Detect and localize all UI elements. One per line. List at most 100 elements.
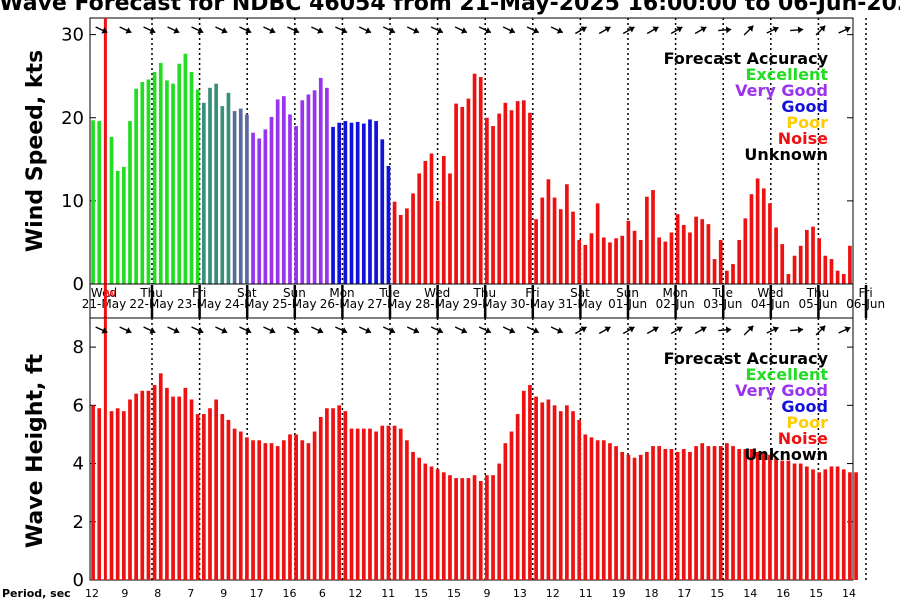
period-value: 15: [809, 587, 823, 600]
wind-legend-item: Unknown: [744, 145, 828, 164]
wind-bar: [146, 79, 151, 284]
wave-bar: [571, 411, 575, 580]
wave-bar: [540, 402, 545, 580]
wave-bar: [398, 428, 403, 580]
wave-ytick-label: 0: [73, 570, 84, 591]
wind-arrow: [743, 25, 754, 36]
wind-arrow: [478, 26, 492, 34]
wind-bar: [411, 193, 415, 284]
period-value: 15: [710, 587, 724, 600]
wind-bar: [743, 218, 748, 284]
wave-bar: [448, 475, 452, 580]
wave-arrow-head: [772, 326, 779, 333]
wave-bar: [841, 469, 846, 580]
wave-bar: [140, 390, 145, 580]
wind-bar: [417, 173, 422, 284]
wind-arrow: [287, 26, 300, 34]
wave-bar: [122, 411, 126, 580]
wave-bar: [608, 443, 612, 580]
wind-arrow-head: [725, 26, 732, 34]
wind-bar: [251, 132, 255, 284]
wind-arrow: [622, 26, 635, 35]
wind-bar: [454, 103, 458, 285]
wave-legend-item: Unknown: [744, 445, 828, 464]
wind-bar: [220, 106, 225, 284]
wave-bar: [177, 396, 182, 580]
wave-legend-item: Very Good: [735, 381, 828, 400]
wind-arrow: [598, 26, 611, 35]
wind-arrow-head: [604, 26, 611, 33]
wave-arrow-head: [844, 326, 851, 333]
wave-bar: [761, 451, 766, 580]
wind-arrow: [694, 26, 707, 35]
wave-arrow: [598, 326, 611, 335]
wave-bar: [780, 460, 785, 580]
wave-bar: [91, 405, 95, 580]
wave-bar: [485, 475, 489, 580]
wind-bar: [601, 237, 606, 284]
wind-arrow-head: [341, 27, 348, 34]
wind-bar: [165, 80, 169, 284]
wave-bar: [749, 449, 754, 580]
wind-arrow-head: [269, 27, 276, 34]
wave-bar: [171, 396, 175, 580]
wave-bar: [521, 390, 526, 580]
wind-arrow: [454, 26, 468, 34]
wind-bar: [472, 73, 477, 284]
wave-bar: [478, 481, 483, 580]
wind-bar: [374, 121, 378, 284]
wind-y-ticks: 0 10 20 30: [61, 25, 853, 295]
wave-bar: [318, 416, 323, 580]
wave-bar: [128, 399, 132, 580]
period-value: 15: [447, 587, 461, 600]
period-value: 7: [187, 587, 194, 600]
wave-bar: [657, 446, 662, 580]
wave-bar: [681, 449, 686, 580]
wave-bar: [220, 414, 225, 580]
wind-arrow: [311, 26, 324, 34]
wind-bar: [540, 197, 545, 284]
wave-bar: [792, 463, 797, 580]
period-value: 19: [612, 587, 626, 600]
wind-arrow-head: [460, 27, 467, 34]
wave-arrow-head: [700, 326, 707, 333]
wind-bar: [349, 122, 354, 285]
wind-bar: [805, 229, 809, 284]
wave-bar: [232, 428, 237, 580]
wave-arrow: [215, 326, 228, 334]
wind-ytick-label: 30: [61, 25, 84, 46]
wind-bar: [368, 119, 372, 284]
wave-bar: [528, 384, 532, 580]
wind-bar: [91, 120, 95, 285]
wind-arrow-head: [747, 25, 754, 32]
wind-bar: [669, 232, 674, 284]
wave-bar: [743, 449, 748, 580]
wave-bar: [374, 431, 378, 580]
wind-bar: [755, 178, 760, 284]
wave-bar: [589, 437, 594, 580]
wind-bar: [571, 211, 575, 284]
period-value: 12: [546, 587, 560, 600]
wind-bar: [829, 259, 834, 284]
wind-ytick-label: 10: [61, 191, 84, 212]
wind-arrow: [239, 26, 252, 34]
wind-bar: [694, 216, 698, 284]
wave-ytick-label: 8: [73, 337, 84, 358]
wave-arrow-head: [365, 327, 372, 334]
wave-bar: [183, 387, 188, 580]
wind-bar: [792, 255, 797, 284]
wind-bar: [257, 138, 262, 284]
period-value: 17: [250, 587, 264, 600]
wave-arrow: [311, 326, 324, 334]
wind-arrow: [95, 26, 108, 34]
wind-bar: [521, 100, 526, 284]
period-value: 8: [154, 587, 161, 600]
wind-bar: [663, 241, 668, 284]
wave-bar: [263, 443, 268, 580]
wave-bars: [91, 373, 858, 580]
wind-arrow-head: [197, 27, 204, 34]
period-value: 16: [283, 587, 297, 600]
wave-bar: [355, 428, 360, 580]
wave-bar: [583, 434, 588, 580]
wave-arrow-head: [819, 325, 826, 332]
